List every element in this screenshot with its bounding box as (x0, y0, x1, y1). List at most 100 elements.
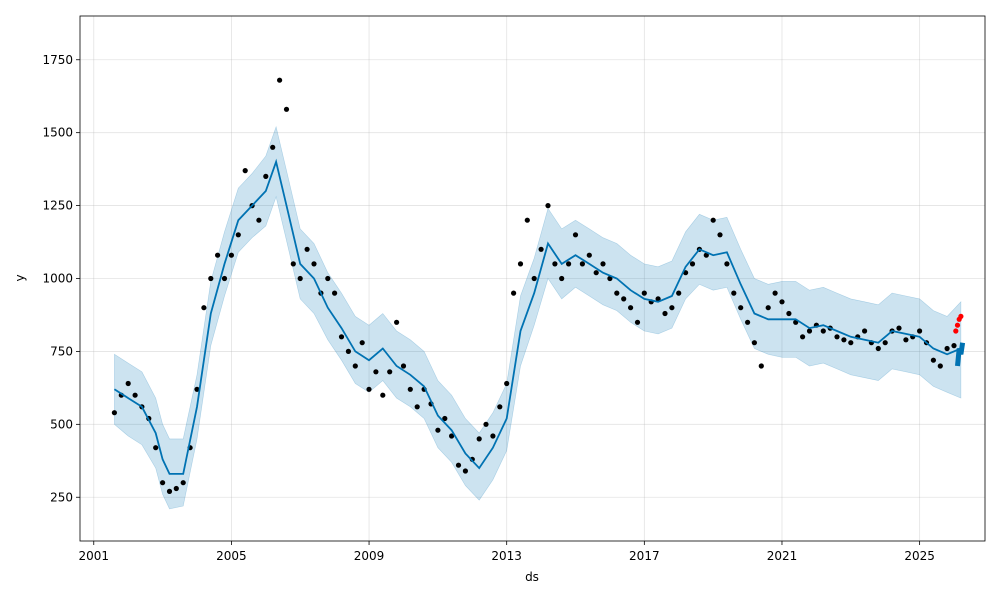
observed-point (600, 261, 606, 267)
observed-point (579, 261, 586, 267)
observed-point (779, 299, 785, 305)
observed-point (951, 343, 957, 349)
observed-point (593, 270, 599, 276)
observed-point (283, 106, 290, 112)
observed-point (841, 337, 847, 343)
observed-point (325, 275, 331, 282)
observed-point (710, 217, 716, 223)
observed-point (235, 232, 241, 238)
observed-point (662, 310, 668, 317)
recent-observed-point (958, 313, 964, 319)
observed-point (380, 392, 386, 398)
observed-point (834, 334, 840, 340)
observed-point (937, 363, 943, 369)
observed-point (655, 296, 661, 302)
observed-point (345, 348, 351, 354)
observed-point (724, 261, 730, 267)
observed-point (731, 290, 737, 296)
observed-point (944, 345, 950, 352)
y-tick-label: 750 (50, 344, 73, 358)
observed-point (545, 203, 551, 209)
observed-point (517, 261, 524, 267)
observed-point (414, 404, 420, 410)
observed-point (531, 275, 537, 282)
observed-point (806, 328, 813, 334)
recent-observed-point (954, 322, 961, 328)
observed-point (304, 246, 310, 252)
observed-point (614, 290, 620, 296)
forecast-line (113, 158, 962, 475)
x-tick-label: 2005 (216, 549, 247, 563)
observed-point (566, 261, 572, 267)
y-tick-label: 1250 (42, 199, 73, 213)
observed-point (510, 290, 517, 296)
observed-point (166, 488, 173, 494)
observed-point (180, 480, 186, 486)
observed-point (689, 261, 696, 267)
observed-point (208, 275, 214, 282)
observed-point (332, 290, 338, 296)
x-tick-label: 2009 (354, 549, 385, 563)
observed-point (504, 380, 510, 387)
observed-point (173, 485, 179, 492)
observed-point (394, 319, 400, 325)
observed-point (641, 290, 647, 296)
observed-point (917, 328, 923, 334)
observed-point (820, 328, 826, 334)
y-tick-label: 250 (50, 490, 73, 504)
observed-point (442, 415, 448, 422)
observed-point (903, 337, 909, 343)
uncertainty-band-layer (114, 125, 962, 510)
observed-point (607, 275, 613, 282)
observed-point (745, 319, 751, 325)
x-tick-label: 2021 (767, 549, 798, 563)
observed-point (848, 340, 854, 346)
observed-point (297, 275, 303, 282)
observed-point (256, 217, 262, 223)
x-tick-label: 2001 (78, 549, 109, 563)
x-tick-label: 2017 (629, 549, 660, 563)
observed-point (586, 252, 592, 258)
observed-point (277, 77, 283, 83)
observed-point (400, 363, 407, 369)
observed-point (352, 363, 358, 369)
observed-point (125, 380, 131, 387)
observed-point (483, 421, 489, 427)
observed-point (538, 246, 544, 252)
observed-point (407, 386, 413, 392)
observed-point (338, 334, 345, 340)
forecast-line-layer (113, 158, 966, 475)
y-axis-label: y (13, 274, 27, 281)
observed-point (290, 261, 296, 267)
grid-layer (80, 16, 985, 541)
observed-point (497, 404, 503, 410)
observed-point (930, 357, 937, 363)
observed-point (490, 433, 496, 439)
observed-point (862, 328, 868, 334)
observed-point (786, 310, 792, 317)
observed-point (772, 290, 778, 296)
observed-point (552, 261, 558, 267)
observed-point (221, 275, 228, 282)
observed-point (758, 363, 764, 369)
observed-point (215, 252, 221, 258)
observed-point (572, 232, 579, 238)
observed-point (738, 305, 744, 311)
observed-point (153, 445, 159, 451)
x-axis-label: ds (525, 570, 539, 584)
observed-point (194, 386, 200, 392)
observed-point (366, 386, 372, 392)
observed-point (455, 462, 462, 468)
observed-point (896, 325, 902, 331)
x-tick-label: 2025 (904, 549, 935, 563)
observed-point (875, 345, 881, 352)
recent-observed-point (953, 328, 959, 334)
y-tick-label: 500 (50, 417, 73, 431)
observed-point (676, 290, 682, 296)
observed-point (621, 296, 627, 302)
observed-point (387, 369, 393, 375)
observed-point (559, 275, 565, 282)
future-forecast-line (955, 342, 966, 367)
